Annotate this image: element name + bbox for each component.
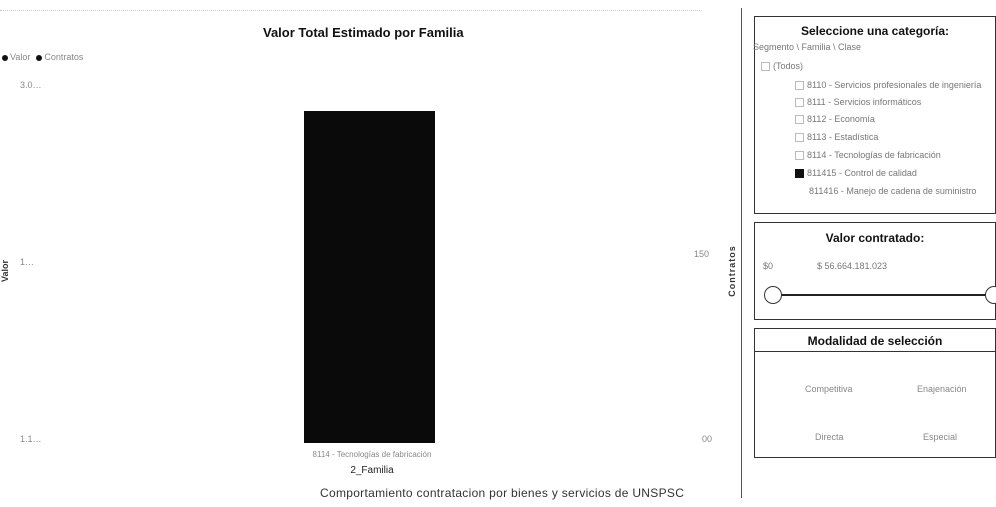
checkbox-icon[interactable] <box>795 151 804 161</box>
category-root-item[interactable]: (Todos) <box>761 61 803 72</box>
modalidad-title-divider <box>755 351 995 352</box>
valor-slider-track[interactable] <box>775 294 995 296</box>
checkbox-icon[interactable] <box>795 98 804 108</box>
chart-footer-caption: Comportamiento contratacion por bienes y… <box>320 486 685 500</box>
modalidad-option[interactable]: Enajenación <box>917 384 967 394</box>
y-axis-left-label: Valor <box>0 259 11 283</box>
valor-min-label: $0 <box>763 261 774 271</box>
category-filter-panel: Seleccione una categoría: Segmento \ Fam… <box>753 16 996 214</box>
valor-max-label: $ 56.664.181.023 <box>817 261 888 271</box>
category-item[interactable]: 8113 - Estadística <box>795 132 878 143</box>
category-item[interactable]: 811416 - Manejo de cadena de suministro <box>809 186 977 196</box>
x-axis-label: 2_Familia <box>350 465 394 476</box>
category-item-selected[interactable]: 811415 - Control de calidad <box>795 168 917 179</box>
left-axis-tick-mid: 1… <box>20 257 35 267</box>
checkbox-icon[interactable] <box>761 62 770 72</box>
panel-divider <box>741 8 742 498</box>
chart-bar[interactable] <box>304 111 435 443</box>
category-filter-title: Seleccione una categoría: <box>800 24 950 38</box>
modalidad-option[interactable]: Competitiva <box>805 384 853 394</box>
y-axis-right-label: Contratos <box>726 245 737 297</box>
left-axis-tick-top: 3.0… <box>20 80 42 90</box>
checkbox-icon[interactable] <box>795 133 804 143</box>
legend-dot-icon <box>2 54 8 61</box>
modalidad-option[interactable]: Especial <box>923 432 958 442</box>
right-axis-tick-bottom: 00 <box>702 434 713 444</box>
modalidad-filter-title: Modalidad de selección <box>807 334 943 348</box>
chart-legend[interactable]: Valor Contratos <box>2 52 83 62</box>
left-axis-tick-bottom: 1.1… <box>20 434 42 444</box>
valor-slider-min-handle[interactable] <box>764 286 782 304</box>
category-breadcrumb: Segmento \ Familia \ Clase <box>753 42 862 52</box>
checkbox-checked-icon[interactable] <box>795 169 804 179</box>
category-item[interactable]: 8111 - Servicios informáticos <box>795 97 921 108</box>
legend-item-valor[interactable]: Valor <box>2 52 30 62</box>
category-item[interactable]: 8110 - Servicios profesionales de ingeni… <box>795 80 981 91</box>
valor-filter-panel: Valor contratado: $0 $ 56.664.181.023 <box>754 222 996 320</box>
legend-item-contratos[interactable]: Contratos <box>36 52 83 62</box>
checkbox-icon[interactable] <box>795 81 804 91</box>
checkbox-icon[interactable] <box>795 115 804 125</box>
chart-title: Valor Total Estimado por Familia <box>263 25 464 40</box>
legend-dot-icon <box>36 54 43 61</box>
category-item[interactable]: 8112 - Economía <box>795 114 875 125</box>
right-axis-tick-top: 150 <box>694 249 710 259</box>
valor-slider-max-handle[interactable] <box>985 286 996 304</box>
category-item[interactable]: 8114 - Tecnologías de fabricación <box>795 150 941 161</box>
valor-filter-title: Valor contratado: <box>825 231 925 245</box>
chart-header-strip <box>0 10 700 21</box>
modalidad-option[interactable]: Directa <box>815 432 844 442</box>
modalidad-filter-panel: Modalidad de selección Competitiva Enaje… <box>754 328 996 458</box>
x-axis-category-label: 8114 - Tecnologías de fabricación <box>312 450 432 459</box>
